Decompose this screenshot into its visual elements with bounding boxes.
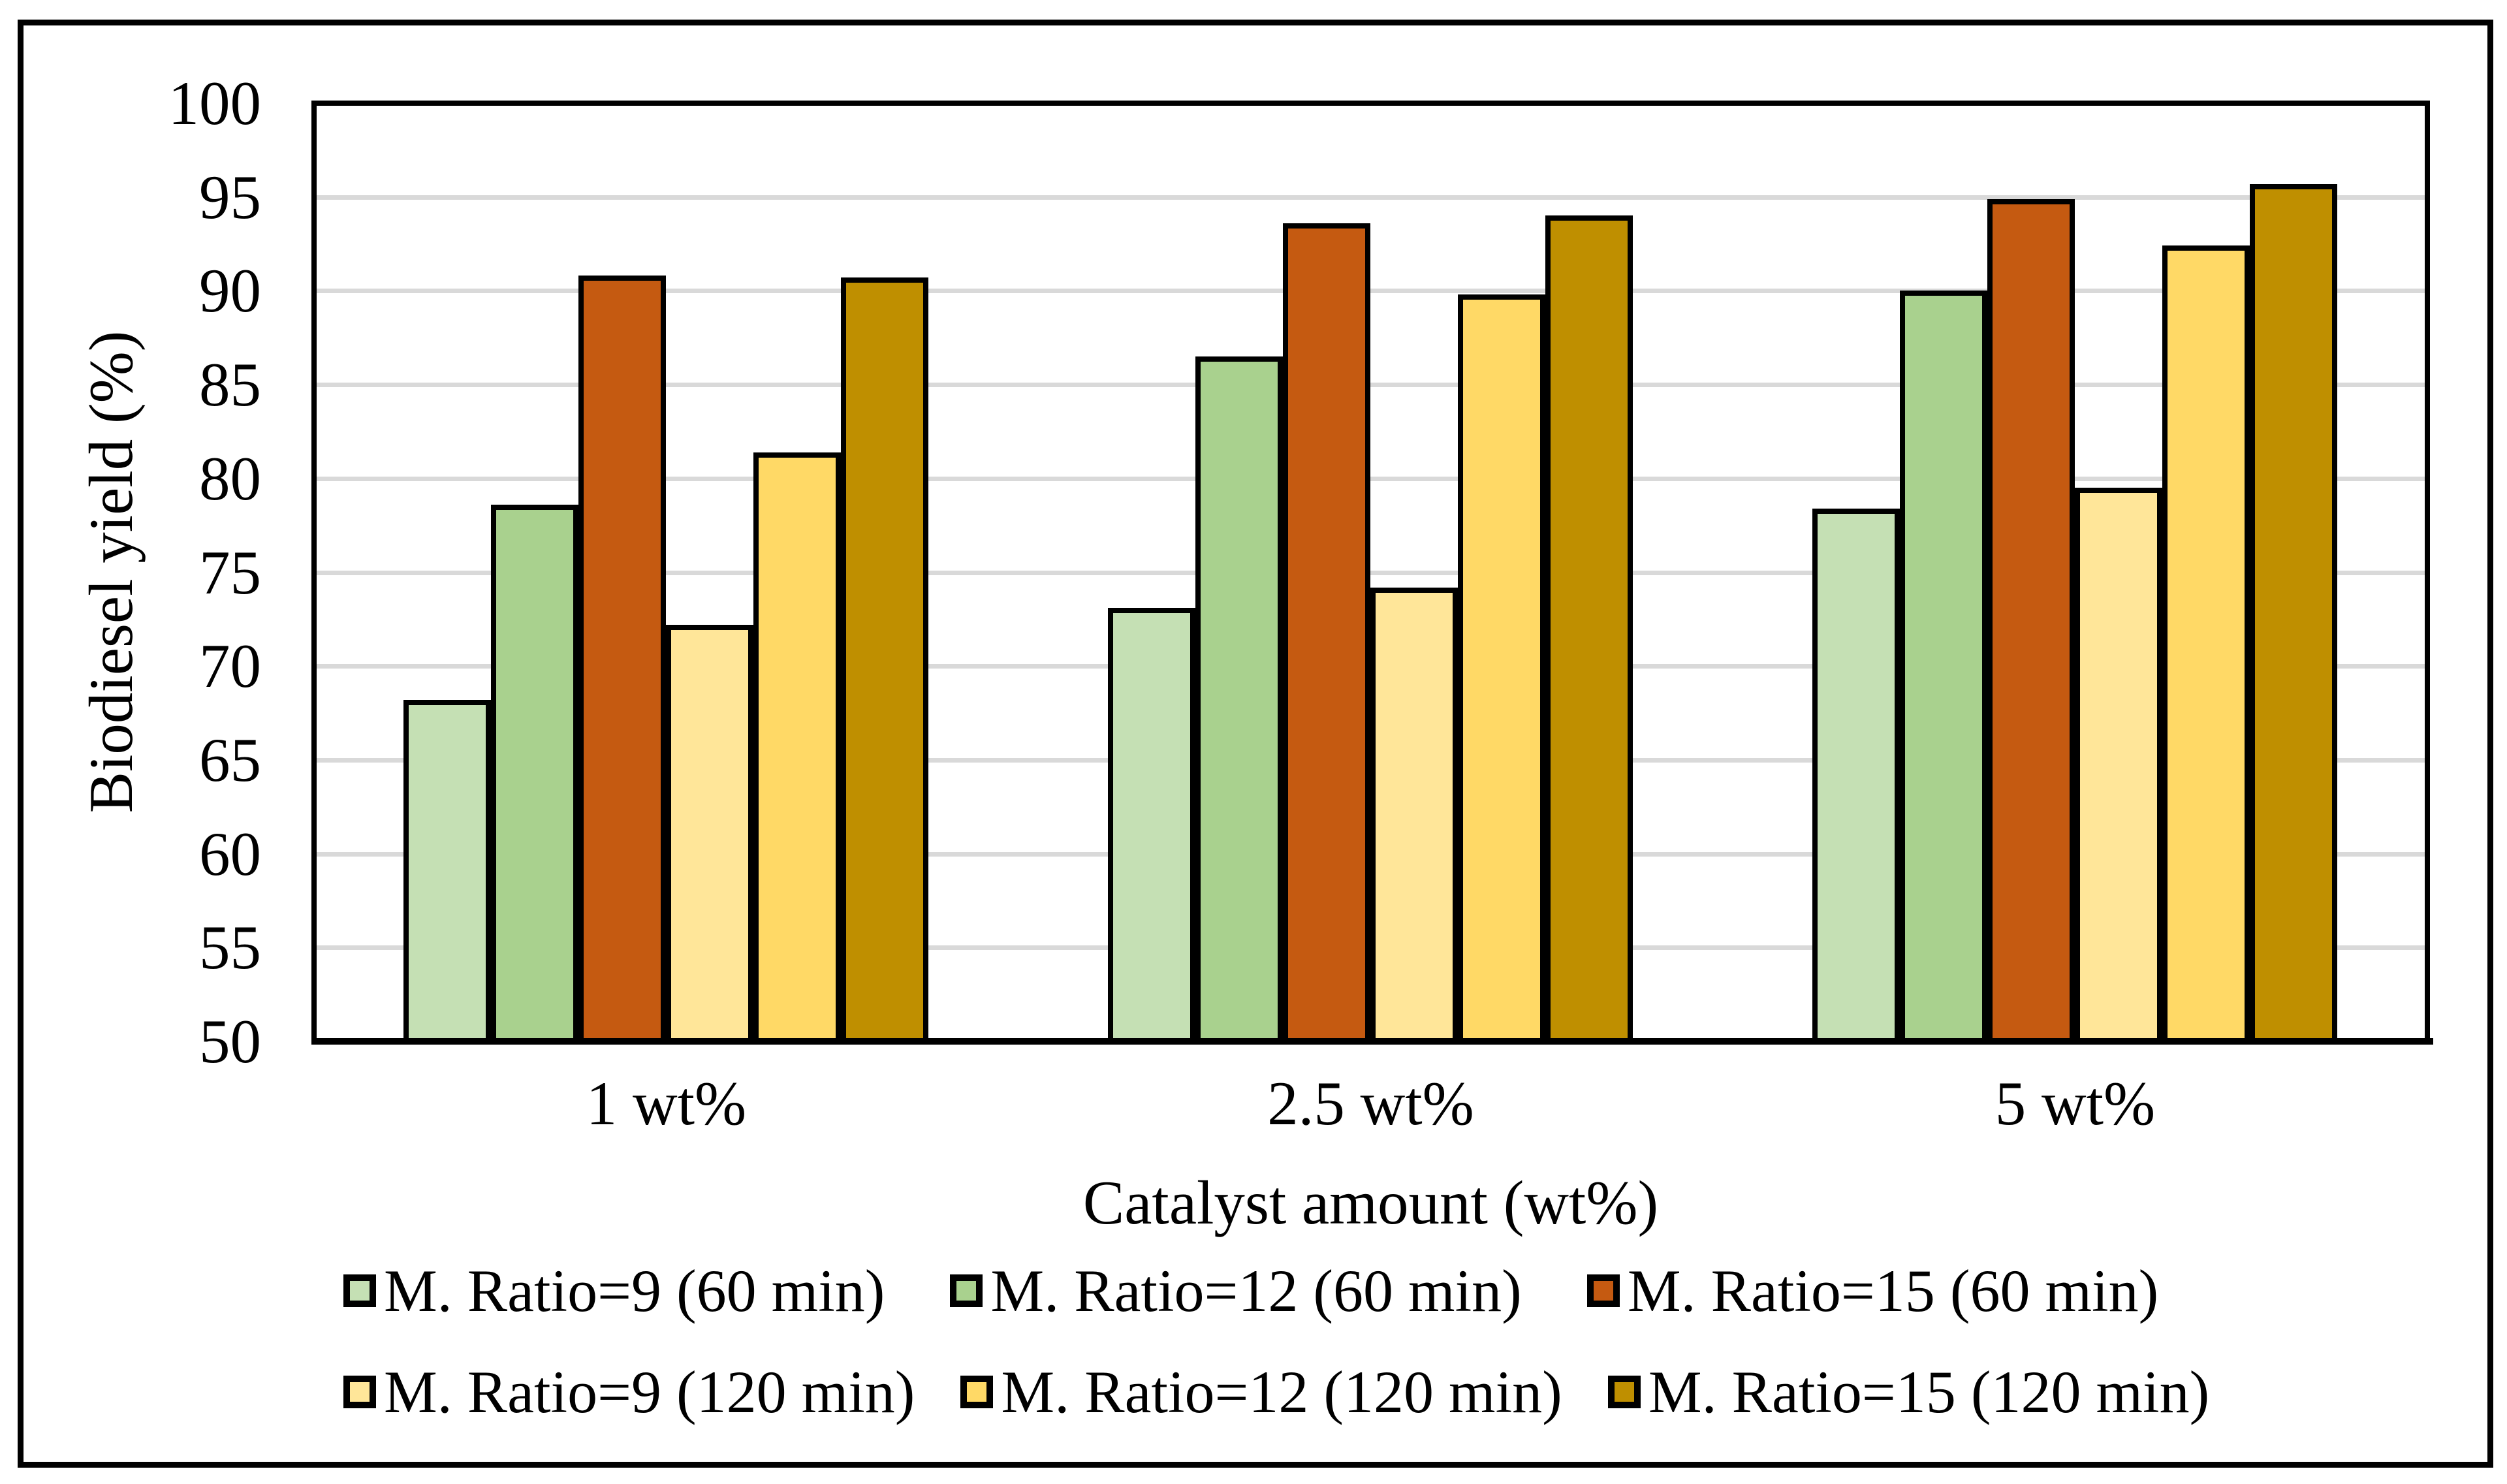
legend-label: M. Ratio=12 (120 min) xyxy=(1001,1359,1562,1425)
y-tick-label-100: 100 xyxy=(168,69,262,138)
y-axis-line xyxy=(311,101,317,1045)
legend-label: M. Ratio=15 (120 min) xyxy=(1648,1359,2210,1425)
bar-M-Ratio-9-120-min--1-wt% xyxy=(666,624,754,1041)
legend-entry-M-Ratio-12-120-min-: M. Ratio=12 (120 min) xyxy=(960,1353,1562,1431)
bar-M-Ratio-9-120-min--5-wt% xyxy=(2075,488,2163,1041)
legend-entry-M-Ratio-15-60-min-: M. Ratio=15 (60 min) xyxy=(1586,1252,2159,1330)
y-tick-label-55: 55 xyxy=(199,913,261,982)
gridline-80 xyxy=(314,477,2427,481)
bar-M-Ratio-15-60-min--5-wt% xyxy=(1987,198,2075,1041)
bar-M-Ratio-15-120-min--2.5-wt% xyxy=(1545,215,1633,1041)
bar-M-Ratio-9-60-min--5-wt% xyxy=(1812,508,1900,1041)
gridline-95 xyxy=(314,195,2427,200)
legend-swatch-icon xyxy=(960,1376,994,1408)
legend-label: M. Ratio=9 (120 min) xyxy=(384,1359,915,1425)
gridline-90 xyxy=(314,289,2427,293)
bar-group-2.5-wt% xyxy=(1018,103,1723,1041)
bar-group-5-wt% xyxy=(1723,103,2427,1041)
category-label-5-wt%: 5 wt% xyxy=(1995,1069,2156,1138)
legend-entry-M-Ratio-9-60-min-: M. Ratio=9 (60 min) xyxy=(343,1252,885,1330)
legend-swatch-icon xyxy=(343,1376,376,1408)
y-tick-label-70: 70 xyxy=(199,631,261,701)
y-tick-label-65: 65 xyxy=(199,725,261,795)
legend-swatch-icon xyxy=(1607,1376,1641,1408)
legend-entry-M-Ratio-9-120-min-: M. Ratio=9 (120 min) xyxy=(343,1353,915,1431)
bar-M-Ratio-9-60-min--1-wt% xyxy=(403,699,492,1041)
legend-row-2: M. Ratio=9 (120 min) M. Ratio=12 (120 min… xyxy=(314,1353,2427,1431)
bar-M-Ratio-12-120-min--5-wt% xyxy=(2162,245,2250,1041)
category-label-2.5-wt%: 2.5 wt% xyxy=(1267,1069,1474,1138)
bar-M-Ratio-12-120-min--1-wt% xyxy=(753,452,842,1041)
category-label-1-wt%: 1 wt% xyxy=(586,1069,747,1138)
bar-M-Ratio-15-120-min--1-wt% xyxy=(841,277,929,1041)
legend-row-1: M. Ratio=9 (60 min) M. Ratio=12 (60 min) M… xyxy=(314,1252,2427,1330)
legend-label: M. Ratio=9 (60 min) xyxy=(384,1257,885,1324)
y-tick-label-95: 95 xyxy=(199,163,261,232)
x-axis-title: Catalyst amount (wt%) xyxy=(1082,1168,1659,1237)
plot-area xyxy=(314,103,2427,1041)
gridline-85 xyxy=(314,383,2427,387)
legend-swatch-icon xyxy=(1586,1274,1620,1307)
y-tick-label-90: 90 xyxy=(199,256,261,325)
plot-right-border xyxy=(2425,101,2430,1045)
legend-swatch-icon xyxy=(343,1274,376,1307)
bar-M-Ratio-12-60-min--1-wt% xyxy=(491,505,579,1041)
plot-top-border xyxy=(311,101,2430,106)
bar-M-Ratio-12-60-min--2.5-wt% xyxy=(1195,356,1284,1041)
y-tick-label-75: 75 xyxy=(199,538,261,607)
bar-M-Ratio-12-120-min--2.5-wt% xyxy=(1458,294,1546,1041)
y-tick-label-60: 60 xyxy=(199,819,261,889)
legend-swatch-icon xyxy=(950,1274,983,1307)
bar-group-1-wt% xyxy=(314,103,1018,1041)
legend-entry-M-Ratio-15-120-min-: M. Ratio=15 (120 min) xyxy=(1607,1353,2210,1431)
y-axis-title: Biodiesel yield (%) xyxy=(76,330,146,813)
bar-M-Ratio-9-60-min--2.5-wt% xyxy=(1108,608,1196,1041)
x-axis-line xyxy=(311,1038,2433,1045)
y-tick-label-85: 85 xyxy=(199,350,261,419)
bar-M-Ratio-12-60-min--5-wt% xyxy=(1900,291,1988,1041)
legend-label: M. Ratio=12 (60 min) xyxy=(990,1257,1522,1324)
legend-label: M. Ratio=15 (60 min) xyxy=(1627,1257,2159,1324)
legend-entry-M-Ratio-12-60-min-: M. Ratio=12 (60 min) xyxy=(950,1252,1522,1330)
figure-border xyxy=(18,20,2493,1468)
y-tick-label-80: 80 xyxy=(199,444,261,513)
y-tick-label-50: 50 xyxy=(199,1007,261,1076)
bar-M-Ratio-15-60-min--1-wt% xyxy=(578,276,667,1041)
gridline-75 xyxy=(314,571,2427,575)
bar-M-Ratio-15-120-min--5-wt% xyxy=(2250,183,2338,1041)
bar-M-Ratio-15-60-min--2.5-wt% xyxy=(1283,223,1371,1041)
bar-M-Ratio-9-120-min--2.5-wt% xyxy=(1370,587,1458,1041)
